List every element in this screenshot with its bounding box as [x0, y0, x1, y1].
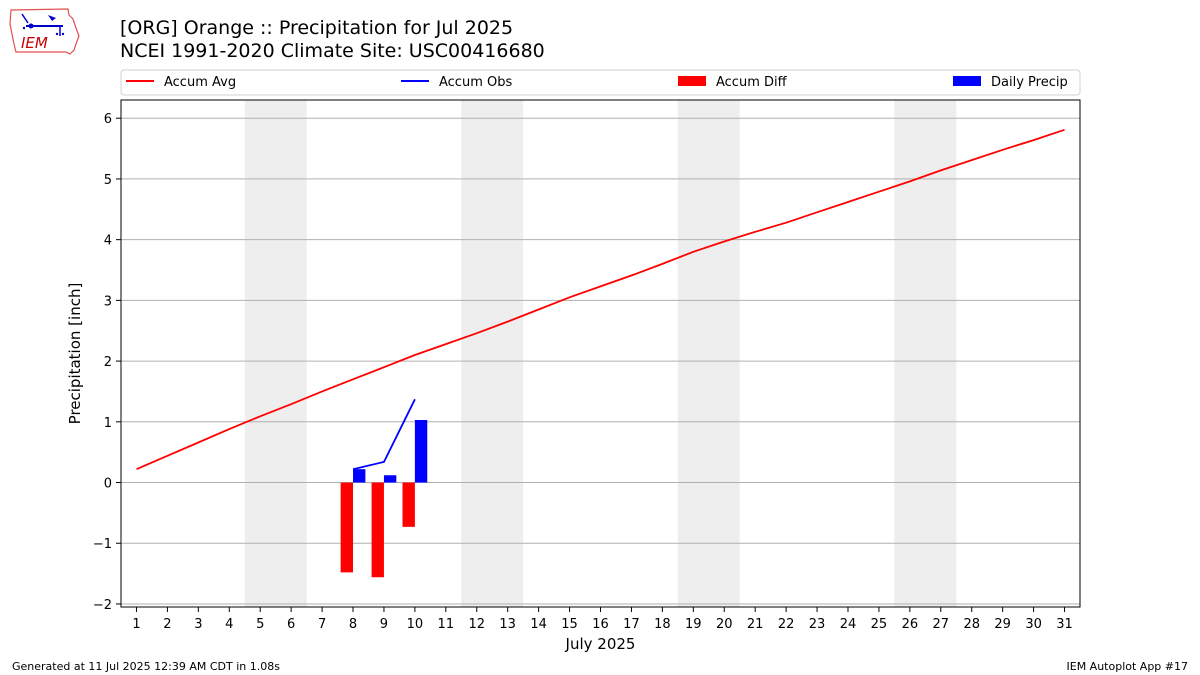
legend-accum-diff-label: Accum Diff — [716, 75, 788, 90]
chart-title: [ORG] Orange :: Precipitation for Jul 20… — [120, 17, 514, 39]
iem-logo-icon: IEM — [9, 8, 80, 55]
x-tick-label: 25 — [871, 617, 888, 632]
legend-daily-precip-label: Daily Precip — [991, 75, 1068, 90]
x-tick-label: 26 — [902, 617, 919, 632]
grid-lines — [121, 117, 1080, 605]
accum-diff-bar — [340, 482, 354, 573]
x-tick-label: 15 — [561, 617, 578, 632]
x-tick-label: 18 — [654, 617, 671, 632]
x-tick-label: 8 — [349, 617, 357, 632]
x-tick-label: 11 — [438, 617, 455, 632]
x-tick-label: 10 — [407, 617, 424, 632]
x-tick-label: 17 — [623, 617, 640, 632]
accum-diff-bar — [402, 482, 415, 527]
weekend-span — [894, 100, 957, 607]
x-tick-label: 12 — [468, 617, 485, 632]
x-tick-label: 5 — [256, 617, 264, 632]
y-tick-label: 1 — [104, 416, 112, 431]
generated-timestamp: Generated at 11 Jul 2025 12:39 AM CDT in… — [12, 660, 280, 673]
y-tick-label: −2 — [93, 598, 112, 613]
weekend-span — [677, 100, 740, 607]
y-tick-label: 3 — [104, 294, 112, 309]
x-tick-label: 28 — [963, 617, 980, 632]
y-axis-label: Precipitation [inch] — [66, 283, 84, 425]
x-tick-label: 20 — [716, 617, 733, 632]
y-tick-label: 6 — [104, 112, 112, 127]
x-tick-label: 13 — [499, 617, 516, 632]
daily-precip-bar — [383, 475, 397, 483]
x-tick-label: 22 — [778, 617, 795, 632]
x-tick-label: 29 — [994, 617, 1011, 632]
x-axis: 1 2 3 4 5 6 7 8 9 10 11 12 13 14 15 16 17 18 19 20 21 22 23 24 2… — [132, 607, 1073, 632]
daily-precip-bar — [353, 469, 366, 483]
x-tick-label: 4 — [225, 617, 233, 632]
x-tick-label: 30 — [1025, 617, 1042, 632]
y-tick-label: 4 — [104, 234, 112, 249]
weekend-shading — [244, 100, 957, 607]
x-tick-label: 21 — [747, 617, 764, 632]
y-axis: −2 −1 0 1 2 3 4 5 6 — [93, 112, 121, 613]
x-axis-label: July 2025 — [565, 635, 636, 653]
x-tick-label: 31 — [1056, 617, 1073, 632]
weekend-span — [461, 100, 524, 607]
y-tick-label: 5 — [104, 173, 112, 188]
y-tick-label: 2 — [104, 355, 112, 370]
accum-obs-line — [352, 398, 416, 471]
y-tick-label: 0 — [104, 477, 112, 492]
app-credit: IEM Autoplot App #17 — [1066, 660, 1189, 673]
legend-box — [120, 69, 1081, 96]
legend-accum-diff-swatch — [678, 76, 706, 86]
daily-precip-bar — [414, 419, 428, 483]
x-tick-label: 27 — [933, 617, 950, 632]
x-tick-label: 9 — [380, 617, 388, 632]
x-tick-label: 7 — [318, 617, 326, 632]
weekend-span — [244, 100, 307, 607]
legend-daily-precip-swatch — [953, 76, 981, 86]
logo-text: IEM — [21, 34, 48, 52]
accum-diff-bar — [371, 482, 384, 578]
accum-avg-line — [136, 128, 1065, 471]
legend-accum-avg-label: Accum Avg — [164, 75, 236, 90]
legend-accum-obs-label: Accum Obs — [439, 75, 512, 90]
x-tick-label: 19 — [685, 617, 702, 632]
x-tick-label: 2 — [163, 617, 171, 632]
legend: Accum Avg Accum Obs Accum Diff Daily Precip — [120, 69, 1081, 96]
bars-group — [340, 419, 428, 578]
x-tick-label: 16 — [592, 617, 609, 632]
x-tick-label: 3 — [194, 617, 202, 632]
chart-subtitle: NCEI 1991-2020 Climate Site: USC00416680 — [120, 40, 545, 62]
lines-group — [136, 128, 1065, 471]
x-tick-label: 23 — [809, 617, 826, 632]
x-tick-label: 24 — [840, 617, 857, 632]
x-tick-label: 14 — [530, 617, 547, 632]
x-tick-label: 1 — [132, 617, 140, 632]
y-tick-label: −1 — [93, 537, 112, 552]
x-tick-label: 6 — [287, 617, 295, 632]
